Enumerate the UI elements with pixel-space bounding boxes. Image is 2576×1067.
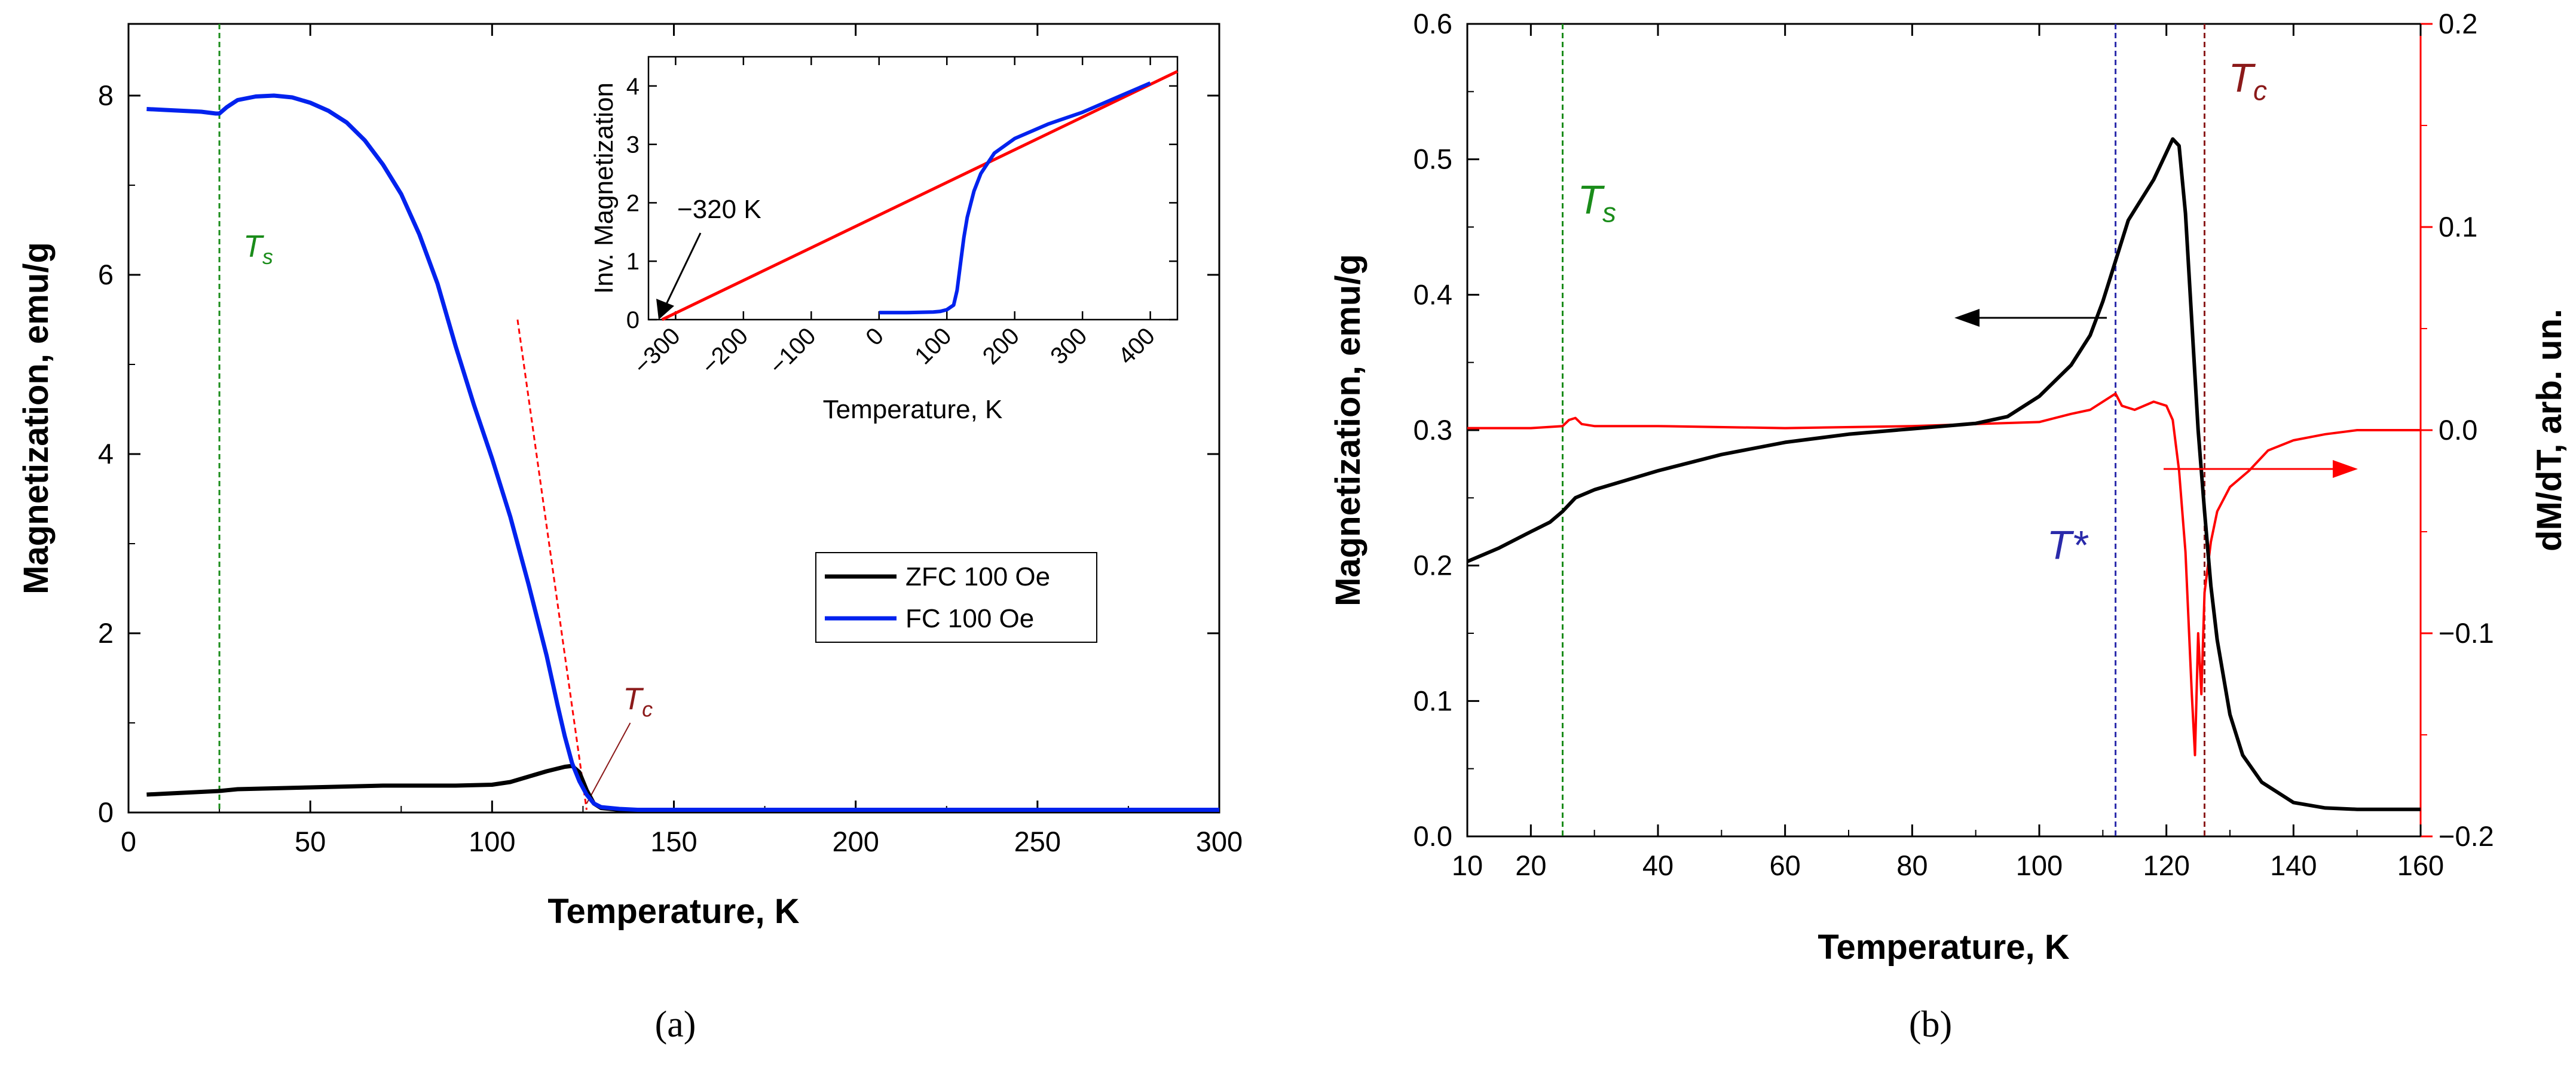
y-tick-label-b: 0.1 xyxy=(1414,685,1452,716)
x-tick-label-a: 250 xyxy=(1014,826,1061,857)
y-tick-label-a: 6 xyxy=(98,259,114,290)
inset-y-tick-label: 0 xyxy=(626,307,640,333)
zfc-curve xyxy=(146,764,1219,813)
left-axis-arrow xyxy=(1954,309,2107,327)
inset-arrow-head xyxy=(656,299,674,320)
inset-y-tick-label: 1 xyxy=(626,249,640,275)
inset-x-tick-label: 400 xyxy=(1113,323,1160,369)
ts-label-b: Ts xyxy=(1578,177,1617,228)
inset-x-tick-label: 200 xyxy=(978,323,1024,369)
magnetization-curve-b xyxy=(1466,137,2421,811)
y-axis-title-a: Magnetization, emu/g xyxy=(17,242,56,594)
y-tick-label-b: 0.2 xyxy=(1414,550,1452,581)
inset-x-tick-label: 0 xyxy=(861,323,889,351)
inset-fit-line xyxy=(661,70,1179,321)
inset-y-tick-label: 2 xyxy=(626,190,640,216)
inset-y-tick-label: 3 xyxy=(626,132,640,158)
panel-label-a: (a) xyxy=(655,1004,696,1045)
tc-tangent-a xyxy=(516,319,588,810)
y2-tick-label-b: 0.2 xyxy=(2439,8,2477,39)
x-axis-title-b: Temperature, K xyxy=(1818,928,2069,967)
x-tick-label-a: 0 xyxy=(121,826,136,857)
y-tick-label-b: 0.3 xyxy=(1414,414,1452,446)
y-tick-label-a: 4 xyxy=(98,438,114,470)
x-tick-label-b: 60 xyxy=(1770,850,1801,881)
inset-x-tick-label: −200 xyxy=(696,323,753,379)
ts-label-a-sub: s xyxy=(262,244,273,269)
right-arrow-head xyxy=(2333,460,2358,478)
x-tick-label-b: 80 xyxy=(1896,850,1928,881)
x-tick-label-a: 150 xyxy=(650,826,697,857)
x-axis-b: 10 20 40 60 80 100 120 140 160 xyxy=(1452,24,2444,881)
left-arrow-head xyxy=(1954,309,1980,327)
y2-axis-title-b: dM/dT, arb. un. xyxy=(2530,309,2569,551)
x-tick-label-b: 20 xyxy=(1515,850,1546,881)
right-axis-arrow xyxy=(2164,460,2358,478)
y-tick-label-b: 0.0 xyxy=(1414,820,1452,852)
inset-x-title: Temperature, K xyxy=(823,395,1003,424)
y2-tick-label-b: −0.2 xyxy=(2439,820,2494,852)
inset-x-tick-label: −100 xyxy=(764,323,821,379)
tc-label-b-main: T xyxy=(2228,55,2256,100)
inset-y-title: Inv. Magnetization xyxy=(589,82,619,294)
y-tick-label-b: 0.4 xyxy=(1414,278,1452,310)
panel-label-b: (b) xyxy=(1909,1004,1952,1045)
x-tick-label-b: 10 xyxy=(1452,850,1483,881)
y2-tick-label-b: −0.1 xyxy=(2439,617,2494,649)
ts-label-b-sub: s xyxy=(1602,197,1616,228)
y-tick-label-a: 8 xyxy=(98,79,114,111)
inset-x-tick-label: 100 xyxy=(910,323,956,369)
y-tick-label-a: 2 xyxy=(98,617,114,649)
legend-zfc-label: ZFC 100 Oe xyxy=(905,562,1050,591)
panel-b: 0.00.10.20.30.40.50.6 −0.2−0.10.00.10.2 … xyxy=(1329,8,2569,1045)
y-axis-right-b: −0.2 −0.1 0.0 0.1 0.2 xyxy=(2421,8,2494,852)
tc-label-a: Tc xyxy=(623,682,653,722)
legend-fc-label: FC 100 Oe xyxy=(905,604,1034,633)
y-axis-title-b: Magnetization, emu/g xyxy=(1329,254,1367,606)
x-tick-label-b: 160 xyxy=(2397,850,2444,881)
y-axis-a: 0 2 4 6 8 xyxy=(98,79,1219,828)
inset-annotation: −320 K xyxy=(677,195,761,224)
y-axis-left-b: 0.0 0.1 0.2 0.3 0.4 0.5 0.6 xyxy=(1414,8,1479,852)
y2-tick-label-b: 0.1 xyxy=(2439,211,2477,243)
y2-tick-label-b: 0.0 xyxy=(2439,414,2477,446)
tstar-label-b: T* xyxy=(2047,522,2089,568)
tc-pointer-a xyxy=(586,722,631,804)
inset-inverse-curve xyxy=(879,81,1151,315)
y-tick-label-b: 0.6 xyxy=(1414,8,1452,39)
inset-arrow-line xyxy=(663,232,702,308)
y-tick-label-b: 0.5 xyxy=(1414,143,1452,175)
tc-label-a-sub: c xyxy=(642,697,653,722)
inset-y-axis: 0 1 2 3 4 xyxy=(626,73,1177,333)
fc-curve xyxy=(146,93,1219,812)
x-tick-label-a: 100 xyxy=(469,826,515,857)
legend-box xyxy=(815,552,1097,643)
ts-label-a: Ts xyxy=(243,229,273,269)
ts-label-a-main: T xyxy=(243,229,264,264)
tc-label-a-main: T xyxy=(623,682,644,717)
x-tick-label-b: 120 xyxy=(2143,850,2189,881)
dmdt-curve xyxy=(1467,392,2421,756)
x-tick-label-a: 200 xyxy=(832,826,879,857)
x-tick-label-b: 140 xyxy=(2270,850,2317,881)
ts-label-b-main: T xyxy=(1578,177,1605,222)
x-tick-label-a: 50 xyxy=(295,826,326,857)
y-tick-label-a: 0 xyxy=(98,796,114,828)
inset-x-tick-label: 300 xyxy=(1045,323,1092,369)
x-tick-label-b: 40 xyxy=(1642,850,1674,881)
inset-plot-area xyxy=(647,56,1179,321)
plot-area-b xyxy=(1466,23,2422,838)
x-tick-label-a: 300 xyxy=(1196,826,1243,857)
inset-y-tick-label: 4 xyxy=(626,73,640,100)
tc-label-b: Tc xyxy=(2228,55,2267,106)
legend-a: ZFC 100 Oe FC 100 Oe xyxy=(815,552,1097,643)
x-tick-label-b: 100 xyxy=(2016,850,2063,881)
x-axis-title-a: Temperature, K xyxy=(547,892,799,931)
x-axis-a: 0 50 100 150 200 250 300 xyxy=(121,24,1243,857)
tc-label-b-sub: c xyxy=(2253,75,2267,106)
